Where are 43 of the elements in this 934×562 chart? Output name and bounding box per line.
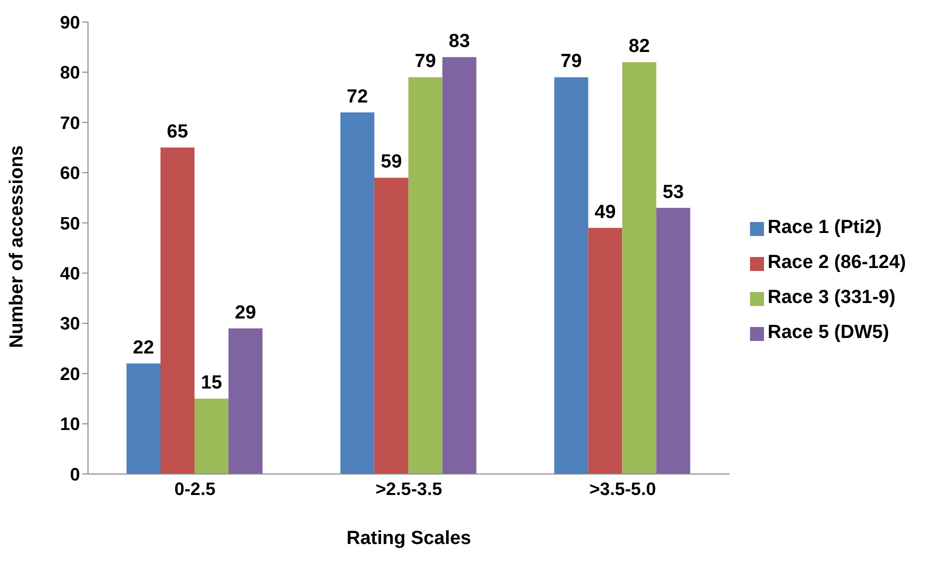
y-tick-label: 30 xyxy=(60,314,80,334)
y-tick-label: 40 xyxy=(60,264,80,284)
bar xyxy=(374,178,408,474)
y-tick-label: 20 xyxy=(60,364,80,384)
bar xyxy=(160,148,194,474)
bar xyxy=(622,62,656,474)
legend-label: Race 1 (Pti2) xyxy=(768,217,882,238)
y-tick-label: 80 xyxy=(60,62,80,83)
bar xyxy=(194,398,228,474)
x-tick-label: >2.5-3.5 xyxy=(376,478,442,499)
data-label: 15 xyxy=(200,372,222,394)
x-tick-label: 0-2.5 xyxy=(174,478,216,499)
bar xyxy=(408,77,442,474)
data-label: 79 xyxy=(414,51,436,72)
bar xyxy=(554,77,588,474)
data-label: 65 xyxy=(166,122,188,143)
y-tick-label: 0 xyxy=(70,464,80,484)
y-tick-label: 10 xyxy=(60,414,80,434)
data-label: 59 xyxy=(380,152,402,173)
x-tick-label: >3.5-5.0 xyxy=(589,478,656,499)
data-label: 53 xyxy=(662,182,684,203)
bar xyxy=(656,208,690,474)
data-label: 29 xyxy=(234,302,256,324)
data-label: 83 xyxy=(448,31,470,52)
legend-label: Race 5 (DW5) xyxy=(768,322,890,343)
x-axis-title: Rating Scales xyxy=(346,528,472,549)
y-tick-label: 60 xyxy=(60,163,80,184)
y-tick-label: 90 xyxy=(60,12,80,32)
bar xyxy=(228,328,262,474)
data-label: 79 xyxy=(560,51,582,72)
data-label: 49 xyxy=(594,202,616,223)
y-tick-label: 50 xyxy=(60,213,80,234)
data-label: 72 xyxy=(346,86,368,108)
bar xyxy=(442,57,476,474)
bar xyxy=(588,228,622,474)
data-label: 22 xyxy=(132,338,154,359)
bar xyxy=(126,364,160,474)
y-tick-label: 70 xyxy=(60,112,80,133)
bar xyxy=(340,112,374,474)
legend-label: Race 3 (331-9) xyxy=(768,287,896,308)
legend-label: Race 2 (86-124) xyxy=(768,252,906,273)
data-label: 82 xyxy=(628,36,650,58)
y-axis-title: Number of accessions xyxy=(6,145,28,348)
